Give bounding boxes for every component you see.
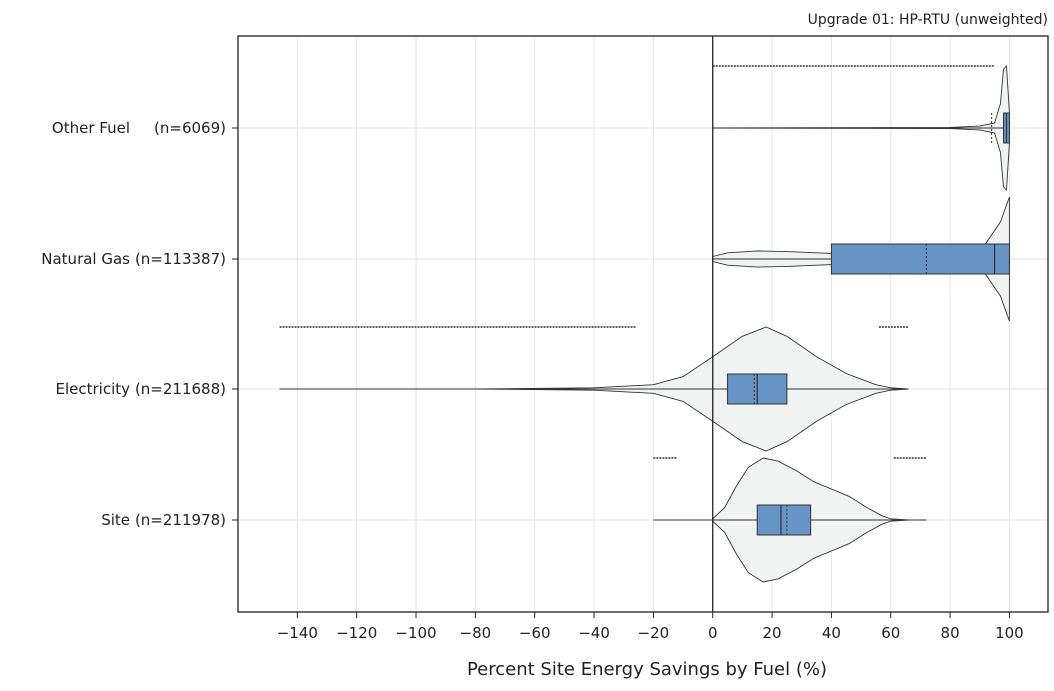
x-tick-label: −20 xyxy=(638,624,670,642)
category-label: Electricity xyxy=(55,380,130,398)
x-tick-label: −100 xyxy=(395,624,436,642)
violin-layer xyxy=(279,64,1010,583)
iqr-box xyxy=(756,504,812,536)
x-tick-label: −80 xyxy=(460,624,492,642)
x-tick-label: 20 xyxy=(763,624,782,642)
x-tick-label: 60 xyxy=(881,624,900,642)
category-count: (n=6069) xyxy=(154,119,226,137)
box-layer xyxy=(279,112,1010,536)
grid-lines xyxy=(238,36,1048,612)
outlier-layer xyxy=(279,65,995,459)
x-tick-label: 40 xyxy=(822,624,841,642)
category-count: (n=211978) xyxy=(135,511,226,529)
x-tick-label: −120 xyxy=(336,624,377,642)
x-tick-label: −60 xyxy=(519,624,551,642)
x-tick-label: 0 xyxy=(708,624,718,642)
x-axis-title: Percent Site Energy Savings by Fuel (%) xyxy=(467,659,827,680)
x-tick-label: −40 xyxy=(578,624,610,642)
x-tick-label: 100 xyxy=(995,624,1024,642)
category-label: Site xyxy=(101,511,130,529)
x-tick-label: 80 xyxy=(941,624,960,642)
category-count: (n=211688) xyxy=(135,380,226,398)
x-tick-label: −140 xyxy=(277,624,318,642)
chart-title: Upgrade 01: HP-RTU (unweighted) xyxy=(808,12,1048,28)
category-label: Other Fuel xyxy=(52,119,130,137)
y-axis-categories: Other Fuel (n=6069) Natural Gas (n=113387) E… xyxy=(41,119,238,529)
plot-frame xyxy=(237,35,1049,613)
iqr-box xyxy=(830,243,1010,275)
x-axis-ticks: −140 −120 −100 −80 −60 −40 −20 0 20 40 60 80 100 xyxy=(277,612,1024,642)
category-count: (n=113387) xyxy=(135,250,226,268)
category-label: Natural Gas xyxy=(41,250,130,268)
